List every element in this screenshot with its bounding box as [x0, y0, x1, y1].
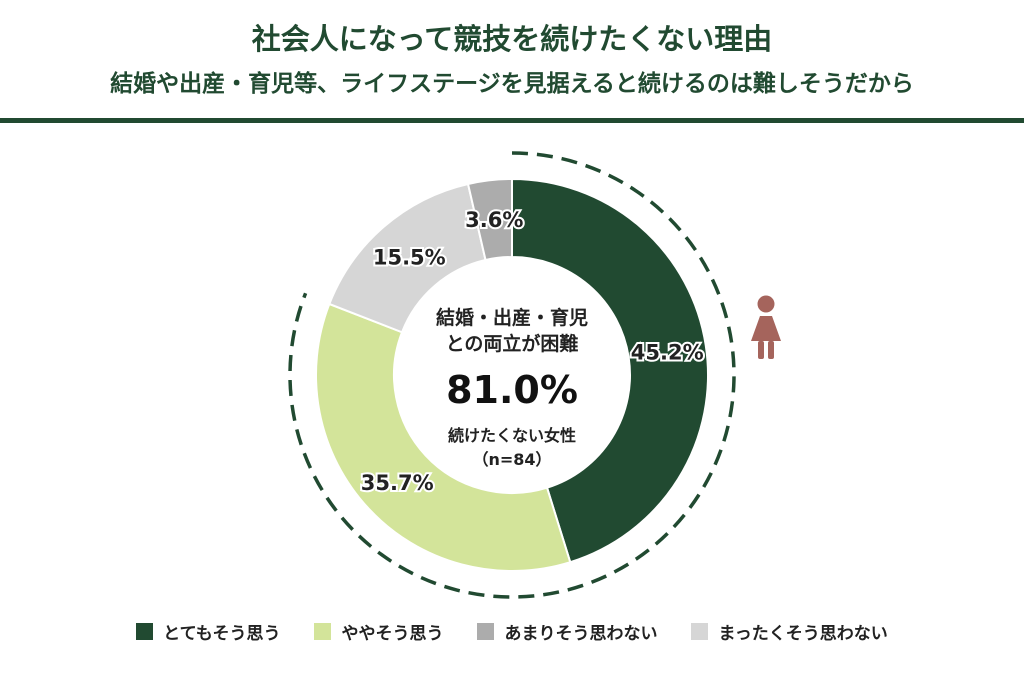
legend-label: あまりそう思わない [504, 624, 658, 644]
donut-slices [315, 177, 709, 572]
slice-label-4: 15.5% [373, 245, 446, 269]
legend-swatch [136, 623, 154, 640]
legend-item-1: とてもそう思う [136, 619, 280, 644]
title-divider [0, 118, 1024, 123]
slice-3 [466, 177, 513, 262]
female-person-icon [751, 295, 781, 359]
center-label-line2: との両立が困難 [446, 332, 579, 355]
slice-1 [511, 177, 709, 564]
legend-swatch [477, 623, 495, 640]
legend-label: ややそう思う [341, 624, 444, 644]
center-highlight-value: 81.0% [446, 368, 578, 412]
center-label-line4: （n=84） [472, 450, 551, 469]
chart-title: 社会人になって競技を続けたくない理由 [251, 22, 773, 56]
legend-label: とてもそう思う [163, 624, 281, 644]
highlight-dashed-arc [288, 151, 736, 599]
slice-label-2: 35.7% [361, 471, 434, 495]
legend-item-3: あまりそう思わない [477, 619, 657, 644]
chart-legend: とてもそう思う ややそう思う あまりそう思わない まったくそう思わない [0, 619, 1024, 644]
center-label-line3: 続けたくない女性 [448, 426, 576, 445]
center-label-line1: 結婚・出産・育児 [436, 306, 588, 329]
legend-item-4: まったくそう思わない [691, 619, 888, 644]
legend-item-2: ややそう思う [314, 619, 443, 644]
slice-labels: 45.2% 35.7% 15.5% 3.6% [359, 206, 706, 497]
legend-swatch [691, 623, 709, 640]
slice-2 [315, 302, 572, 572]
slice-label-1: 45.2% [631, 340, 704, 364]
slice-label-3: 3.6% [465, 208, 523, 232]
legend-swatch [314, 623, 332, 640]
chart-subtitle: 結婚や出産・育児等、ライフステージを見据えると続けるのは難しそうだから [110, 71, 914, 97]
legend-label: まったくそう思わない [718, 624, 888, 644]
